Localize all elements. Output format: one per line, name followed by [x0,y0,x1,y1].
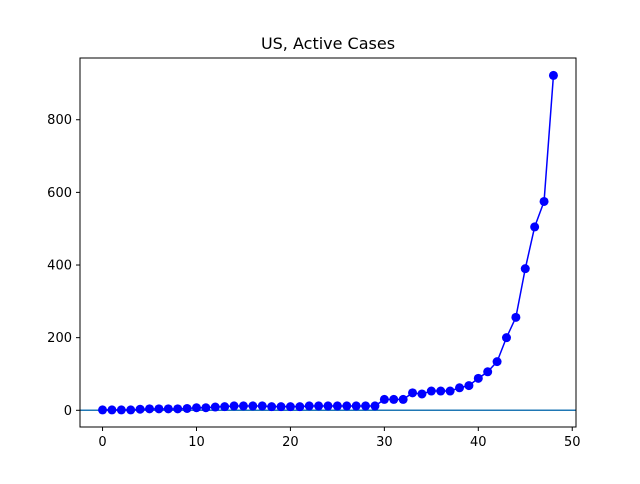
data-point [426,386,436,396]
data-point [342,401,352,411]
data-point [530,222,540,232]
data-point [229,401,239,411]
data-point [285,402,295,412]
data-point [116,405,126,415]
x-axis-ticks: 0 10 20 30 40 50 [98,427,581,450]
data-point [361,401,371,411]
data-point [351,401,361,411]
data-point [126,405,136,415]
data-point [417,389,427,399]
data-point [276,402,286,412]
data-point [332,401,342,411]
data-point [154,404,164,414]
data-point [389,394,399,404]
data-point [201,403,211,413]
x-tick-label: 20 [282,435,299,450]
data-series [98,70,558,415]
data-point [473,373,483,383]
data-point [445,386,455,396]
x-tick-label: 50 [564,435,581,450]
data-point [257,401,267,411]
data-point [238,401,248,411]
chart-title: US, Active Cases [261,34,395,53]
data-point [220,402,230,412]
data-point [464,381,474,391]
data-point [370,401,380,411]
y-tick-label: 0 [64,404,72,419]
y-tick-label: 400 [47,259,72,274]
data-point [98,405,108,415]
data-point [191,403,201,413]
data-point [483,367,493,377]
data-point [379,394,389,404]
y-tick-label: 200 [47,331,72,346]
data-point [314,401,324,411]
data-point [210,402,220,412]
data-point [267,402,277,412]
y-axis-ticks: 0 200 400 600 800 [47,113,80,419]
data-point [408,388,418,398]
data-point [173,404,183,414]
data-point [436,386,446,396]
data-point [539,196,549,206]
data-point [295,402,305,412]
data-point [398,394,408,404]
y-tick-label: 800 [47,113,72,128]
data-point [455,383,465,393]
y-tick-label: 600 [47,186,72,201]
data-point [248,401,258,411]
data-point [511,312,521,322]
data-point [145,404,155,414]
data-point [323,401,333,411]
data-point [107,405,117,415]
x-tick-label: 30 [376,435,393,450]
x-tick-label: 10 [188,435,205,450]
axes-frame [79,57,577,428]
data-point [163,404,173,414]
data-point [135,404,145,414]
data-point [182,403,192,413]
data-point [548,70,558,80]
data-point [492,357,502,367]
data-point [304,401,314,411]
x-tick-label: 0 [98,435,106,450]
data-point [520,264,530,274]
x-tick-label: 40 [470,435,487,450]
data-point [501,333,511,343]
